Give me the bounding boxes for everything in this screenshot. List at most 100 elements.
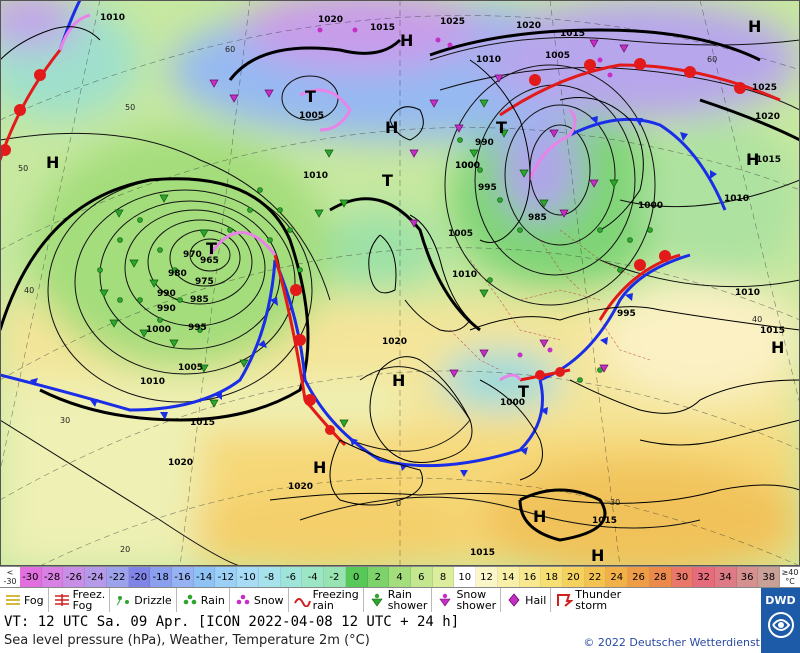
legend-label: Hail	[525, 593, 547, 607]
scale-unit-label: °C	[785, 577, 795, 586]
isobar-label: 985	[190, 295, 209, 305]
occluded-fronts	[58, 13, 577, 382]
valid-time: VT: 12 UTC Sa. 09 Apr. [ICON 2022-04-08 …	[4, 614, 460, 630]
high-pressure-center: H	[748, 17, 761, 36]
high-pressure-center: H	[385, 118, 398, 137]
scale-cell: -14	[193, 567, 216, 587]
legend-item: Thunder storm	[551, 588, 625, 612]
isobar-label: 995	[478, 183, 497, 193]
isobar-label: 1025	[752, 83, 777, 93]
scale-cell: 18	[541, 567, 563, 587]
pressure-centers: H H H T T T H H T H H H T H H	[46, 17, 784, 565]
isobar-labels: 1010 1020 1015 1025 1015 1020 1010 1005 …	[100, 13, 785, 558]
scale-cell: 2	[367, 567, 390, 587]
weather-legend: Fog Freez. Fog Drizzle Rain Snow Freezing rai…	[0, 588, 760, 612]
isobar-label: 1015	[370, 23, 395, 33]
legend-label: Rain	[200, 593, 225, 607]
isobar-label: 1010	[100, 13, 125, 23]
drizzle-icon	[114, 593, 134, 607]
isobar-label: 995	[617, 309, 636, 319]
isobar-label: 970	[183, 250, 202, 260]
isobar-label: 1015	[190, 418, 215, 428]
copyright: © 2022 Deutscher Wetterdienst	[583, 636, 760, 649]
isobar-label: 1015	[756, 155, 781, 165]
weather-map: 1010 1020 1015 1025 1015 1020 1010 1005 …	[0, 0, 800, 566]
freezing-fog-icon	[53, 593, 73, 607]
legend-item: Rain	[177, 588, 230, 612]
legend-item: Rain shower	[364, 588, 433, 612]
low-pressure-center: T	[382, 171, 393, 190]
scale-cell: -6	[280, 567, 303, 587]
isobar-label: 1020	[755, 112, 780, 122]
legend-label: Thunder storm	[575, 588, 622, 612]
legend-item: Hail	[501, 588, 552, 612]
graticule-label: 40	[24, 286, 34, 295]
graticule-label: 50	[18, 164, 28, 173]
isobar-label: 1000	[500, 398, 525, 408]
scale-cell: 10	[454, 567, 477, 587]
legend-item: Snow	[230, 588, 289, 612]
cold-front	[0, 259, 277, 412]
scale-cell: 36	[736, 567, 759, 587]
isobar-label: 1010	[452, 270, 477, 280]
scale-cell: -4	[302, 567, 325, 587]
scale-unit: ≥40 °C	[780, 567, 800, 587]
coastlines	[0, 26, 800, 506]
snow-shower-icon	[436, 593, 456, 607]
dwd-logo: DWD	[761, 588, 800, 653]
high-pressure-center: H	[400, 31, 413, 50]
graticule-label: 0	[396, 499, 401, 508]
legend-label: Rain shower	[387, 588, 428, 612]
isobar-label: 1015	[760, 326, 785, 336]
isobar-label: 1010	[476, 55, 501, 65]
scale-cell: -26	[63, 567, 86, 587]
graticule-label: 30	[610, 498, 620, 507]
scale-cell: 38	[758, 567, 781, 587]
legend-label: Freez. Fog	[72, 588, 106, 612]
scale-cell: -10	[237, 567, 259, 587]
isobar-label: 990	[157, 304, 176, 314]
scale-cell: 8	[432, 567, 455, 587]
graticule-label: 60	[707, 55, 717, 64]
temperature-scale: < -30 -30 -28 -26 -24 -22 -20 -18 -16 -14 -12 -10-…	[0, 566, 800, 588]
high-pressure-center: H	[46, 153, 59, 172]
scale-cell: 22	[584, 567, 607, 587]
warm-front-symbols	[0, 58, 746, 435]
scale-cell: -28	[41, 567, 64, 587]
legend-label: Snow	[253, 593, 284, 607]
isobar-label: 1020	[382, 337, 407, 347]
low-pressure-center: T	[305, 87, 316, 106]
scale-cell: 34	[715, 567, 737, 587]
legend-item: Freezing rain	[289, 588, 364, 612]
thunderstorm-icon	[555, 593, 575, 607]
scale-lower-symbol: <	[6, 568, 14, 577]
scale-cell: -2	[324, 567, 346, 587]
hail-icon	[505, 593, 525, 607]
rain-shower-icon	[368, 593, 388, 607]
dwd-logo-text: DWD	[765, 594, 796, 607]
graticule-label: 50	[125, 103, 135, 112]
scale-cell: 20	[562, 567, 585, 587]
isobar-label: 1010	[735, 288, 760, 298]
scale-cell: 24	[606, 567, 629, 587]
cold-front-symbols	[30, 116, 717, 477]
scale-cell: 32	[693, 567, 715, 587]
rain-icon	[181, 593, 201, 607]
graticule-label: 20	[120, 545, 130, 554]
isobar-label: 1005	[299, 111, 324, 121]
high-pressure-center: H	[746, 150, 759, 169]
graticule-labels: 60 50 40 30 20 0 60 50 40 30	[18, 45, 762, 554]
isobar-label: 1010	[724, 194, 749, 204]
scale-cell: -18	[150, 567, 173, 587]
scale-cell: -30	[20, 567, 42, 587]
isobar-label: 1005	[545, 51, 570, 61]
fog-icon	[4, 593, 24, 607]
isobar-label: 1025	[440, 17, 465, 27]
scale-cell: 0	[345, 567, 368, 587]
isobar-label: 990	[475, 138, 494, 148]
scale-cell: -12	[215, 567, 238, 587]
scale-cell: 30	[671, 567, 694, 587]
isobar-label: 1010	[303, 171, 328, 181]
scale-cell: -20	[128, 567, 151, 587]
